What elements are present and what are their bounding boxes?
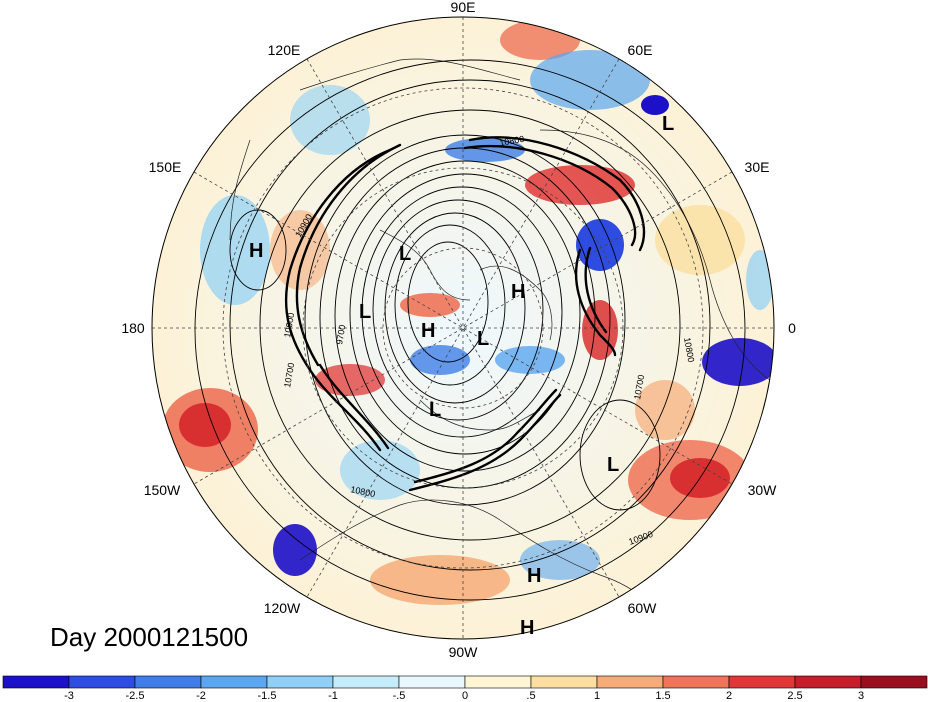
high-pressure-marker: H [520, 617, 534, 639]
colorbar-swatch [200, 675, 268, 689]
lon-label-30e: 30E [745, 159, 770, 175]
graticule [152, 17, 774, 639]
jet-stream-contours [284, 136, 646, 492]
colorbar-tick-label: .5 [526, 690, 535, 702]
colorbar-tick-label: -.5 [393, 690, 406, 702]
contour-label: 10700 [282, 362, 296, 388]
day-title: Day 2000121500 [50, 622, 248, 652]
contour-label: 10900 [282, 312, 296, 338]
lon-label-120w: 120W [264, 600, 301, 616]
colorbar-tick-label: -2.5 [126, 690, 145, 702]
colorbar-swatch [68, 675, 136, 689]
lon-label-0: 0 [788, 320, 796, 336]
lon-label-150w: 150W [144, 482, 181, 498]
colorbar-swatch [134, 675, 202, 689]
colorbar-tick-label: -2 [196, 690, 206, 702]
lon-label-90w: 90W [449, 644, 479, 660]
low-pressure-marker: L [662, 113, 674, 135]
colorbar-tick-label: -1.5 [258, 690, 277, 702]
colorbar-tick-label: 1.5 [655, 690, 670, 702]
height-contours [194, 59, 746, 601]
colorbar-swatch [860, 675, 928, 689]
colorbar-tick-label: 2 [726, 690, 732, 702]
high-pressure-marker: H [527, 565, 541, 587]
lon-label-30w: 30W [748, 482, 778, 498]
colorbar-swatch [398, 675, 466, 689]
longitude-labels: 90E 60E 30E 0 30W 60W 90W 120W 150W 180 … [121, 0, 796, 660]
colorbar-tick-label: 1 [594, 690, 600, 702]
lon-label-90e: 90E [451, 0, 476, 15]
contour-label: 10800 [682, 337, 696, 363]
colorbar-swatch [596, 675, 664, 689]
low-pressure-marker: L [399, 243, 411, 265]
contour-label: 10700 [632, 374, 646, 400]
lon-label-60e: 60E [628, 42, 653, 58]
lon-label-120e: 120E [268, 42, 301, 58]
colorbar-tick-label: 0 [462, 690, 468, 702]
colorbar: -3 -2.5 -2 -1.5 -1 -.5 0 .5 1 1.5 2 2.5 3 [2, 675, 928, 702]
colorbar-tick-label: -3 [64, 690, 74, 702]
low-pressure-marker: L [477, 328, 489, 350]
low-pressure-marker: L [429, 399, 441, 421]
colorbar-tick-label: 3 [858, 690, 864, 702]
high-pressure-marker: H [421, 320, 435, 342]
lon-label-180: 180 [121, 320, 145, 336]
colorbar-swatch [662, 675, 730, 689]
lon-label-60w: 60W [628, 600, 658, 616]
low-pressure-marker: L [359, 301, 371, 323]
colorbar-swatch [2, 675, 70, 689]
colorbar-swatch [728, 675, 796, 689]
lon-label-150e: 150E [149, 159, 182, 175]
colorbar-swatch [332, 675, 400, 689]
colorbar-swatch [266, 675, 334, 689]
colorbar-swatch [530, 675, 598, 689]
contour-label: 9700 [334, 324, 347, 345]
pressure-centers: L H L L H H L L L H H [249, 113, 674, 639]
low-pressure-marker: L [607, 454, 619, 476]
colorbar-tick-label: 2.5 [787, 690, 802, 702]
map-boundary [151, 16, 775, 640]
contour-label: 10800 [499, 134, 525, 148]
high-pressure-marker: H [249, 240, 263, 262]
colorbar-tick-label: -1 [328, 690, 338, 702]
colorbar-swatch [464, 675, 532, 689]
high-pressure-marker: H [511, 281, 525, 303]
colorbar-swatch [794, 675, 862, 689]
